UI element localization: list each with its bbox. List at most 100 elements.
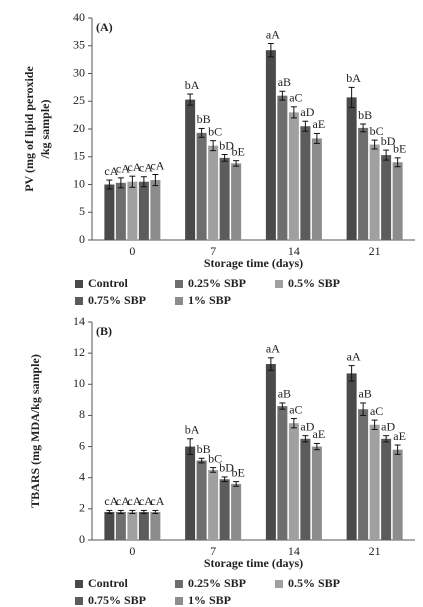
y-tick-label: 12 bbox=[73, 345, 85, 359]
data-label: aA bbox=[266, 342, 280, 356]
data-label: bB bbox=[358, 108, 372, 122]
data-label: bD bbox=[219, 138, 234, 152]
y-axis-title: TBARS (mg MDA/kg sample) bbox=[28, 354, 42, 508]
data-label: bC bbox=[208, 451, 222, 465]
data-label: bC bbox=[370, 124, 384, 138]
bar bbox=[150, 511, 161, 540]
bar bbox=[115, 182, 126, 240]
legend-label: 0.25% SBP bbox=[188, 576, 246, 590]
data-label: bA bbox=[185, 423, 200, 437]
bar bbox=[369, 144, 380, 240]
data-label: bE bbox=[231, 465, 244, 479]
data-label: bE bbox=[231, 144, 244, 158]
y-tick-label: 15 bbox=[73, 149, 85, 163]
bar bbox=[104, 511, 115, 540]
bar bbox=[150, 180, 161, 240]
legend-swatch bbox=[175, 280, 183, 288]
bar bbox=[311, 446, 322, 540]
y-tick-label: 8 bbox=[79, 407, 85, 421]
legend-label: 0.5% SBP bbox=[288, 276, 340, 290]
bar bbox=[231, 163, 242, 240]
x-tick-label: 7 bbox=[210, 244, 216, 258]
data-label: aD bbox=[300, 419, 314, 433]
data-label: aD bbox=[381, 419, 395, 433]
bar bbox=[346, 97, 357, 241]
data-label: aE bbox=[393, 429, 406, 443]
bar bbox=[208, 469, 219, 540]
bar bbox=[138, 511, 149, 540]
y-tick-label: 5 bbox=[79, 204, 85, 218]
y-tick-label: 14 bbox=[73, 314, 85, 328]
legend-swatch bbox=[75, 297, 83, 305]
legend-label: Control bbox=[88, 576, 128, 590]
data-label: aA bbox=[266, 27, 280, 41]
data-label: aB bbox=[278, 75, 291, 89]
data-label: bC bbox=[208, 124, 222, 138]
y-tick-label: 0 bbox=[79, 232, 85, 246]
y-tick-label: 2 bbox=[79, 501, 85, 515]
bar bbox=[104, 184, 115, 240]
data-label: cA bbox=[116, 494, 130, 508]
legend-swatch bbox=[75, 280, 83, 288]
data-label: aA bbox=[347, 349, 361, 363]
legend-label: 1% SBP bbox=[188, 293, 231, 307]
y-tick-label: 20 bbox=[73, 121, 85, 135]
x-tick-label: 21 bbox=[369, 544, 381, 558]
data-label: cA bbox=[150, 494, 164, 508]
x-axis-title: Storage time (days) bbox=[204, 556, 303, 570]
x-tick-label: 0 bbox=[129, 244, 135, 258]
bar bbox=[288, 423, 299, 540]
y-tick-label: 4 bbox=[79, 469, 85, 483]
bar bbox=[185, 446, 196, 540]
data-label: bB bbox=[197, 112, 211, 126]
y-tick-label: 30 bbox=[73, 65, 85, 79]
bar bbox=[346, 373, 357, 540]
legend-swatch bbox=[175, 580, 183, 588]
x-tick-label: 21 bbox=[369, 244, 381, 258]
legend-swatch bbox=[275, 580, 283, 588]
data-label: aB bbox=[358, 387, 371, 401]
bar bbox=[219, 157, 230, 240]
y-tick-label: 40 bbox=[73, 10, 85, 24]
bar bbox=[127, 511, 138, 540]
bar bbox=[381, 438, 392, 540]
data-label: bA bbox=[185, 78, 200, 92]
bar bbox=[185, 99, 196, 241]
y-tick-label: 10 bbox=[73, 176, 85, 190]
panel-label: (B) bbox=[96, 324, 112, 338]
bar bbox=[219, 479, 230, 540]
legend-label: 0.5% SBP bbox=[288, 576, 340, 590]
legend-label: 0.75% SBP bbox=[88, 293, 146, 307]
x-tick-label: 0 bbox=[129, 544, 135, 558]
data-label: aC bbox=[370, 404, 383, 418]
data-label: bD bbox=[219, 461, 234, 475]
data-label: aB bbox=[278, 387, 291, 401]
data-label: cA bbox=[104, 164, 118, 178]
bar bbox=[138, 181, 149, 240]
bar bbox=[127, 181, 138, 240]
legend-swatch bbox=[275, 280, 283, 288]
y-axis-title: /kg sample) bbox=[38, 99, 52, 159]
data-label: cA bbox=[116, 162, 130, 176]
data-label: cA bbox=[139, 494, 153, 508]
legend-swatch bbox=[75, 597, 83, 605]
bar bbox=[311, 138, 322, 240]
data-label: bE bbox=[393, 142, 406, 156]
x-tick-label: 7 bbox=[210, 544, 216, 558]
bar bbox=[288, 112, 299, 240]
bar bbox=[369, 424, 380, 540]
data-label: aE bbox=[313, 427, 326, 441]
bar bbox=[392, 162, 403, 240]
bar bbox=[115, 511, 126, 540]
y-tick-label: 0 bbox=[79, 532, 85, 546]
bar bbox=[358, 409, 369, 540]
legend-swatch bbox=[175, 297, 183, 305]
bar bbox=[300, 126, 311, 240]
data-label: aE bbox=[313, 117, 326, 131]
bar bbox=[381, 155, 392, 240]
data-label: cA bbox=[127, 160, 141, 174]
data-label: bD bbox=[381, 134, 396, 148]
data-label: cA bbox=[104, 494, 118, 508]
data-label: cA bbox=[139, 160, 153, 174]
y-axis-title: PV (mg of lipid peroxide bbox=[22, 66, 36, 192]
